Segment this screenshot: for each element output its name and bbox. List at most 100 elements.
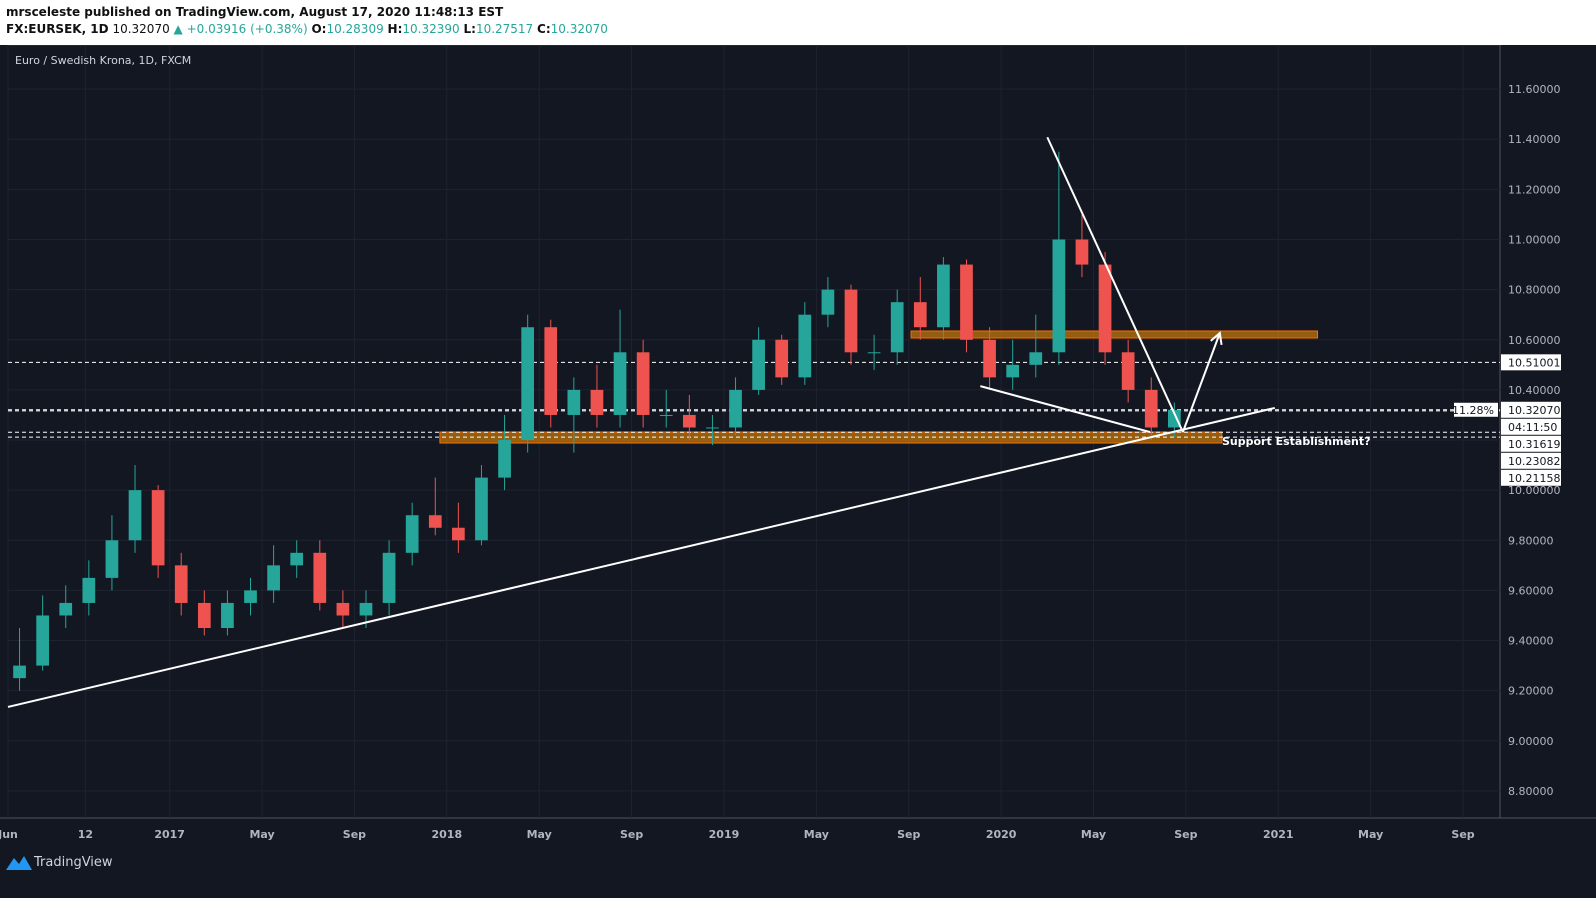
l: L: [463,22,476,36]
candle-body [890,302,904,353]
candle-body [937,264,950,328]
x-tick-label: Sep [1451,828,1474,841]
x-tick-label: Sep [1174,828,1197,841]
brand: TradingView [34,855,113,870]
candle-body [544,327,558,415]
x-tick-label: May [804,828,829,841]
lv: 10.27517 [475,22,534,36]
trend-line [7,406,1276,708]
candle-body [428,515,442,528]
price-label-box [1501,401,1561,418]
y-tick-label: 10.00000 [1508,484,1561,497]
candle-body [13,665,26,679]
trend-line [980,385,1151,433]
x-tick-label: May [1358,828,1383,841]
candle-body [359,602,373,616]
y-tick-label: 11.00000 [1508,234,1561,247]
candle-body [128,490,142,541]
symbol: FX:EURSEK, 1D [6,22,109,36]
candle-body [1052,239,1066,353]
price-label: 10.51001 [1508,356,1561,369]
candle-body [59,602,73,616]
candle-body [1121,352,1135,390]
plot-border [7,45,1501,819]
quote-line: FX:EURSEK, 1D 10.32070 ▲ +0.03916 (+0.38… [6,22,608,36]
price-label: 04:11:50 [1508,421,1557,434]
candle-body [983,339,996,378]
candle-body [151,490,165,566]
c: C: [537,22,551,36]
x-tick-label: Sep [343,828,366,841]
candle-body [244,590,257,603]
price-label-box [1501,418,1561,435]
candle-body [1144,389,1158,428]
ov: 10.28309 [326,22,384,36]
candle-body [336,602,350,616]
arrow [1181,331,1223,433]
candle-body [1029,352,1043,365]
candle-body [221,602,234,629]
candle-body [636,352,650,415]
x-tick-label: May [1081,828,1106,841]
candle-body [475,477,488,541]
candle-body [867,352,881,354]
y-tick-label: 9.20000 [1508,685,1554,698]
candle-body [197,602,211,629]
hv: 10.32390 [402,22,460,36]
x-tick-label: 2021 [1263,828,1294,841]
candle-body [659,414,673,416]
publish-line: mrsceleste published on TradingView.com,… [6,5,503,19]
x-tick-label: Jun [0,828,18,841]
candle-body [382,552,396,603]
candle-body [290,552,304,566]
y-tick-label: 10.40000 [1508,384,1561,397]
price-label-box [1501,469,1561,486]
annotation: Support Establishment? [1222,435,1371,448]
candle-body [105,540,119,578]
candle-body [82,577,96,603]
candle-body [821,289,835,315]
y-tick-label: 9.60000 [1508,584,1554,597]
percent-label: 11.28% [1452,404,1494,417]
price-label-box [1501,452,1561,469]
trend-line [1046,136,1184,433]
publish-text: mrsceleste published on TradingView.com,… [6,5,504,19]
candle-body [1006,364,1020,378]
price-label-box [1501,354,1561,371]
percent-box [1454,402,1498,417]
x-tick-label: 2020 [986,828,1017,841]
candle-body [706,427,719,429]
y-tick-label: 10.60000 [1508,334,1561,347]
change: ▲ +0.03916 (+0.38%) [173,22,308,36]
candle-body [752,339,765,390]
footer: TradingView [0,846,1596,898]
candle-body [36,615,49,666]
y-tick-label: 9.80000 [1508,534,1554,547]
candle-body [844,289,858,353]
candle-body [567,389,581,415]
x-tick-label: 2019 [709,828,740,841]
y-tick-label: 11.20000 [1508,183,1561,196]
candle-body [913,302,927,328]
price-label: 10.31619 [1508,438,1561,451]
logo [6,856,32,870]
x-tick-label: Sep [897,828,920,841]
price-label: 10.32070 [1508,404,1561,417]
candle-body [729,389,742,428]
candle-body [313,552,327,603]
candle-body [1167,409,1181,428]
y-tick-label: 10.80000 [1508,284,1561,297]
y-tick-label: 11.60000 [1508,83,1561,96]
candle-body [682,414,696,428]
candle-body [613,352,627,415]
candle-body [960,264,973,340]
candle-body [775,339,789,378]
candle-body [498,440,511,478]
x-tick-label: Sep [620,828,643,841]
candle-body [590,389,604,415]
header: mrsceleste published on TradingView.com,… [0,0,1596,45]
chart: 8.80000 9.00000 9.20000 9.40000 9.60000 9.800… [0,45,1596,841]
candle-body [405,515,419,553]
h: H: [387,22,403,36]
